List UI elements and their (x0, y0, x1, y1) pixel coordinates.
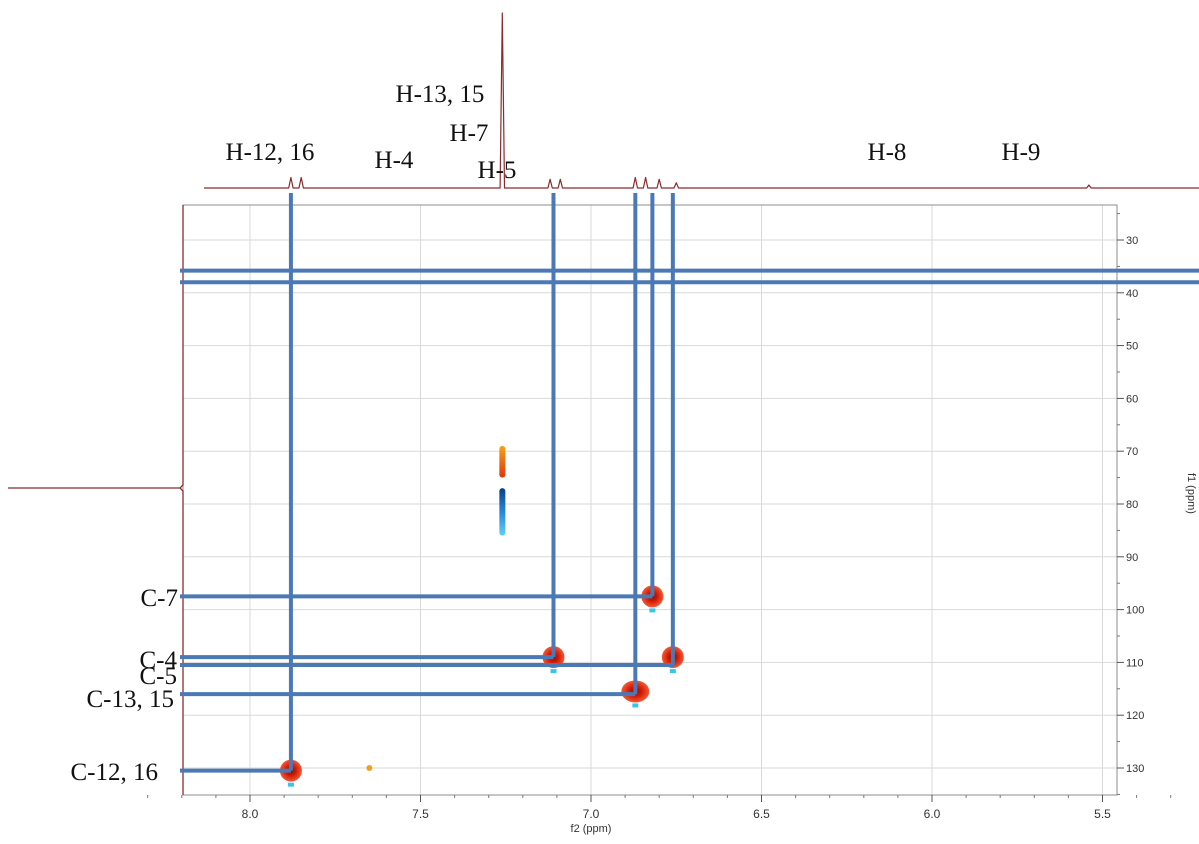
x-tick-label: 5.5 (1094, 807, 1111, 821)
y-tick-label: 90 (1126, 552, 1138, 564)
x-tick-label: 7.0 (583, 807, 600, 821)
x-tick-label: 6.0 (924, 807, 941, 821)
y-tick-label: 80 (1126, 499, 1138, 511)
proton-label: H-4 (375, 147, 414, 174)
y-tick-label: 70 (1126, 446, 1138, 458)
carbon-label: C-5 (140, 663, 178, 690)
correlation-peaks (279, 445, 684, 787)
x-tick-label: 8.0 (242, 807, 259, 821)
proton-label: H-5 (478, 157, 517, 184)
peak-artifact (669, 669, 676, 674)
y-axis-title: f1 (ppm) (1185, 473, 1197, 514)
proton-label: H-8 (868, 139, 907, 166)
carbon-label: C-12, 16 (71, 759, 159, 786)
y-tick-label: 50 (1126, 341, 1138, 353)
peak-artifact (287, 782, 294, 787)
axes: 8.07.57.06.56.05.55.04.54.03.53.0f2 (ppm… (147, 213, 1197, 835)
plot-frame (182, 204, 1118, 796)
plot-border (182, 204, 1118, 796)
carbon-label: C-7 (141, 585, 179, 612)
top-1h-spectrum (204, 12, 1199, 189)
y-tick-label: 40 (1126, 288, 1138, 300)
proton-label: H-7 (450, 120, 489, 147)
y-tick-label: 30 (1126, 235, 1138, 247)
peak-artifact (550, 669, 557, 674)
y-tick-label: 60 (1126, 393, 1138, 405)
solvent-artifact-0 (499, 445, 506, 478)
peak-artifact (649, 608, 656, 613)
minor-peak-2 (366, 765, 373, 771)
proton-spectrum-trace (204, 12, 1199, 189)
x-tick-label: 7.5 (412, 807, 429, 821)
x-axis-title: f2 (ppm) (571, 823, 612, 835)
guide-lines (180, 193, 1199, 773)
y-tick-label: 100 (1126, 605, 1144, 617)
carbon-label: C-13, 15 (87, 686, 175, 713)
proton-label: H-9 (1002, 139, 1041, 166)
y-tick-label: 120 (1126, 710, 1144, 722)
y-tick-label: 130 (1126, 763, 1144, 775)
proton-label: H-12, 16 (226, 139, 315, 166)
peak-labels: H-12, 16 H-4 H-13, 15 H-7 H-5 H-8 H-9 C-7 C-4C-5… (71, 81, 1041, 786)
grid-lines (183, 205, 1117, 795)
y-tick-label: 110 (1126, 657, 1144, 669)
x-tick-label: 6.5 (753, 807, 770, 821)
carbon-label: C-4 (140, 647, 178, 674)
proton-label: H-13, 15 (396, 81, 485, 108)
solvent-artifact-1 (499, 488, 506, 536)
peak-artifact (632, 703, 639, 708)
